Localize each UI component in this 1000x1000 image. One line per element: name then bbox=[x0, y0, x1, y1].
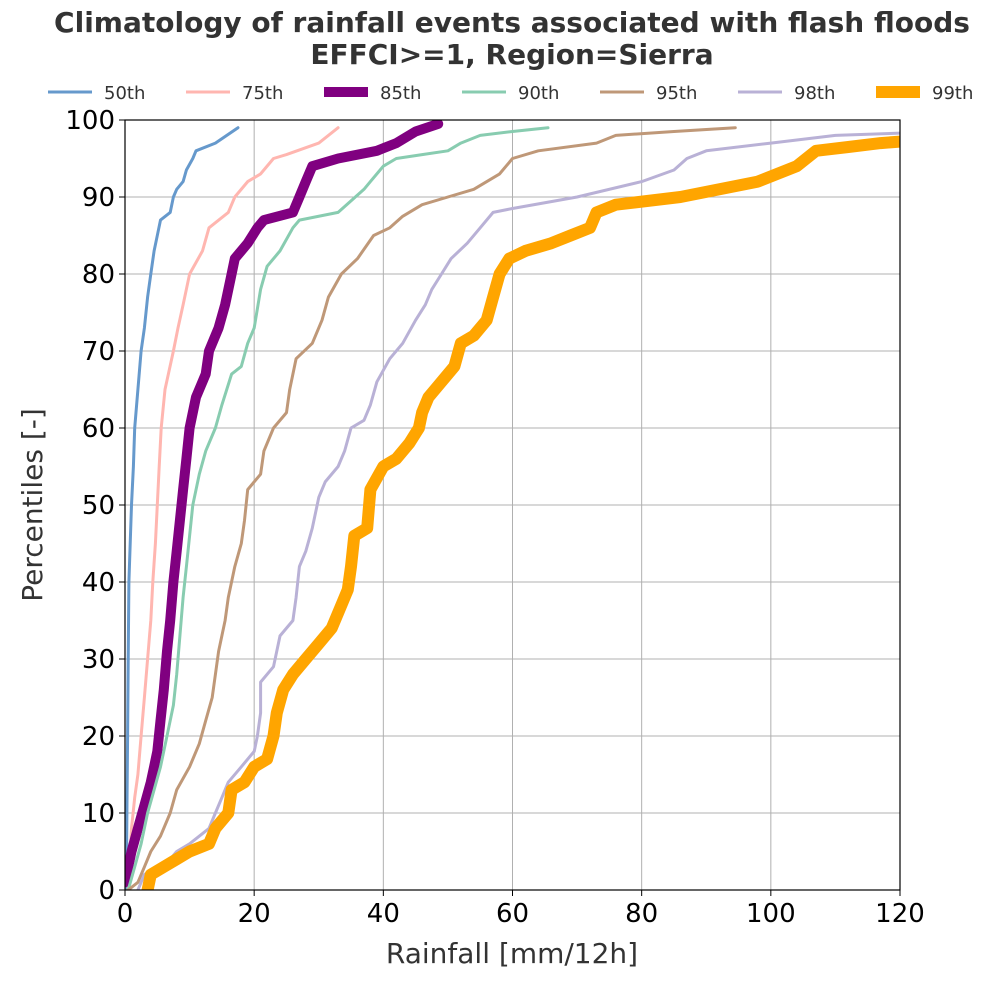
legend-label-98th: 98th bbox=[794, 83, 835, 104]
y-tick-label: 90 bbox=[82, 183, 115, 213]
series-line-90th bbox=[126, 126, 550, 890]
y-tick-label: 30 bbox=[82, 645, 115, 675]
y-tick-label: 70 bbox=[82, 337, 115, 367]
y-tick-label: 80 bbox=[82, 260, 115, 290]
ticks: 0 20 40 60 80 100 120 0 10 20 30 40 50 60 70 80 90 100 bbox=[65, 106, 924, 929]
legend-label-95th: 95th bbox=[656, 83, 697, 104]
chart-subtitle: EFFCI>=1, Region=Sierra bbox=[310, 38, 713, 71]
legend-label-85th: 85th bbox=[380, 83, 421, 104]
x-tick-label: 120 bbox=[875, 899, 925, 929]
series-line-99th bbox=[141, 135, 900, 890]
chart-title: Climatology of rainfall events associate… bbox=[54, 6, 970, 39]
x-tick-label: 80 bbox=[625, 899, 658, 929]
y-axis-label: Percentiles [-] bbox=[16, 408, 49, 602]
legend-label-99th: 99th bbox=[932, 83, 973, 104]
x-tick-label: 0 bbox=[117, 899, 134, 929]
x-tick-label: 60 bbox=[496, 899, 529, 929]
x-axis-label: Rainfall [mm/12h] bbox=[386, 937, 638, 970]
y-tick-label: 10 bbox=[82, 799, 115, 829]
x-tick-label: 40 bbox=[367, 899, 400, 929]
x-tick-label: 20 bbox=[238, 899, 271, 929]
series-line-95th bbox=[126, 126, 737, 890]
series-layer bbox=[125, 120, 900, 890]
legend: 50th 75th 85th 90th 95th 98th 99th bbox=[48, 83, 973, 104]
series-line-85th bbox=[125, 120, 444, 888]
legend-label-90th: 90th bbox=[518, 83, 559, 104]
x-tick-label: 100 bbox=[746, 899, 796, 929]
grid bbox=[124, 119, 901, 891]
series-line-50th bbox=[125, 126, 240, 890]
y-tick-label: 40 bbox=[82, 568, 115, 598]
series-line-98th bbox=[136, 131, 900, 890]
y-tick-label: 100 bbox=[65, 106, 115, 136]
legend-label-50th: 50th bbox=[104, 83, 145, 104]
legend-label-75th: 75th bbox=[242, 83, 283, 104]
y-tick-label: 0 bbox=[98, 876, 115, 906]
y-tick-label: 60 bbox=[82, 414, 115, 444]
y-tick-label: 20 bbox=[82, 722, 115, 752]
y-tick-label: 50 bbox=[82, 491, 115, 521]
series-line-75th bbox=[126, 126, 340, 890]
